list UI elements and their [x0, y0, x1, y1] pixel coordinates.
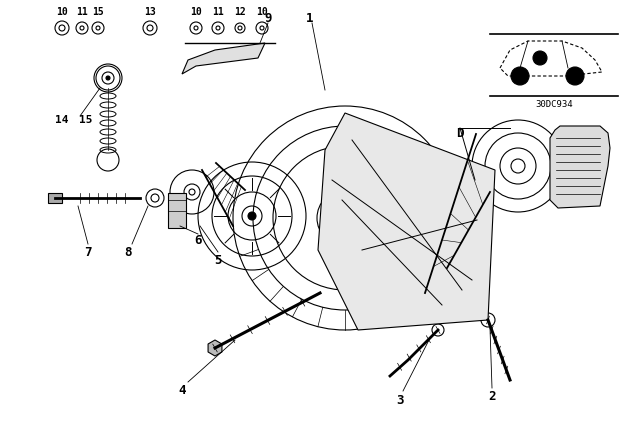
Text: 11: 11	[76, 7, 88, 17]
Text: 10: 10	[190, 7, 202, 17]
Text: 8: 8	[124, 246, 132, 258]
Text: D: D	[456, 126, 464, 139]
Text: 9: 9	[264, 12, 272, 25]
Text: 14: 14	[55, 115, 68, 125]
Text: 7: 7	[84, 246, 92, 258]
Circle shape	[511, 67, 529, 85]
Circle shape	[533, 51, 547, 65]
Circle shape	[106, 76, 110, 80]
Text: 11: 11	[212, 7, 224, 17]
Text: 30DC934: 30DC934	[535, 99, 573, 108]
Text: 13: 13	[144, 7, 156, 17]
Text: 12: 12	[234, 7, 246, 17]
Text: 1: 1	[307, 12, 314, 25]
Text: 10: 10	[56, 7, 68, 17]
Polygon shape	[318, 113, 495, 330]
Text: 15: 15	[92, 7, 104, 17]
Bar	[168, 193, 186, 228]
Bar	[48, 193, 62, 203]
Text: 4: 4	[179, 383, 186, 396]
Polygon shape	[550, 126, 610, 208]
Text: 10: 10	[256, 7, 268, 17]
Polygon shape	[208, 340, 222, 356]
Text: 5: 5	[214, 254, 221, 267]
Text: 2: 2	[488, 389, 496, 402]
Text: 3: 3	[396, 393, 404, 406]
Text: 15: 15	[79, 115, 93, 125]
Circle shape	[566, 67, 584, 85]
Circle shape	[189, 189, 195, 195]
Circle shape	[248, 212, 256, 220]
Text: 6: 6	[195, 233, 202, 246]
Polygon shape	[182, 43, 265, 74]
